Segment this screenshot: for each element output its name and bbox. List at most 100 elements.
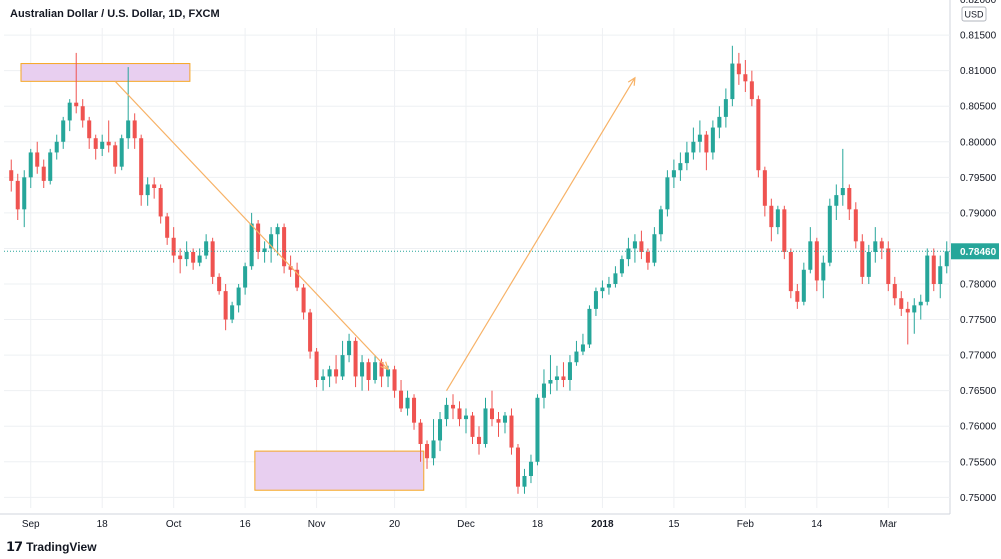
last-price-badge: 0.78460 <box>4 243 999 260</box>
candle-body <box>496 419 501 423</box>
candle <box>600 280 605 299</box>
supply-demand-zones <box>20 63 425 491</box>
candle <box>145 177 150 206</box>
candle <box>191 248 196 270</box>
candle-body <box>665 177 670 210</box>
arrow-head <box>627 76 636 86</box>
candle <box>574 340 579 366</box>
trend-arrows <box>114 76 636 391</box>
candle <box>470 412 475 444</box>
candle-body <box>522 476 527 487</box>
candle-body <box>22 177 27 210</box>
x-tick-label: Mar <box>880 519 898 530</box>
candle <box>853 202 858 249</box>
candle <box>41 159 46 188</box>
candle-body <box>795 291 800 302</box>
candle-body <box>710 127 715 153</box>
candle-body <box>126 120 131 139</box>
candle-body <box>619 259 624 274</box>
candle <box>593 287 598 316</box>
candle-body <box>431 440 436 459</box>
candle <box>431 419 436 466</box>
candle <box>892 276 897 306</box>
y-tick-label: 0.80500 <box>960 102 997 113</box>
candle-body <box>723 99 728 117</box>
y-tick-label: 0.79000 <box>960 208 997 219</box>
candle-body <box>230 305 235 320</box>
candle <box>236 284 241 313</box>
arrow-line <box>114 80 389 370</box>
candle <box>412 394 417 430</box>
candle-body <box>788 252 793 292</box>
candle <box>28 148 33 188</box>
candle <box>827 198 832 267</box>
candle-body <box>80 106 85 121</box>
candle <box>262 241 267 263</box>
candle <box>925 248 930 306</box>
x-tick-label: 14 <box>811 519 823 530</box>
candle <box>717 106 722 139</box>
candle-body <box>567 362 572 380</box>
candle-body <box>574 351 579 363</box>
candle-body <box>528 461 533 476</box>
candle-body <box>834 195 839 206</box>
candle <box>178 248 183 274</box>
candlestick-series <box>9 45 949 494</box>
candle-body <box>717 116 722 128</box>
candle <box>360 355 365 391</box>
candle-body <box>197 255 202 263</box>
candle-body <box>119 138 124 167</box>
candle <box>67 99 72 132</box>
candle <box>743 60 748 92</box>
candle <box>113 141 118 174</box>
candle-body <box>639 241 644 252</box>
candle-body <box>860 241 865 277</box>
candle <box>54 134 59 160</box>
candle <box>100 134 105 156</box>
candle <box>756 95 761 178</box>
candle <box>230 301 235 324</box>
candle-body <box>132 120 137 139</box>
candle-body <box>87 120 92 139</box>
candle-body <box>886 248 891 284</box>
x-tick-label: 2018 <box>591 519 614 530</box>
candle-body <box>847 188 852 210</box>
x-tick-label: Nov <box>308 519 326 530</box>
candle-body <box>158 188 163 217</box>
candle <box>139 134 144 206</box>
downtrend-arrow <box>114 80 389 371</box>
candle-body <box>67 102 72 121</box>
candle <box>704 131 709 171</box>
candle <box>561 362 566 388</box>
candle <box>619 255 624 277</box>
candle-body <box>314 351 319 380</box>
candle-body <box>561 376 566 380</box>
candle <box>340 340 345 380</box>
candle <box>476 426 482 455</box>
candle <box>671 159 676 188</box>
candle <box>879 237 884 260</box>
candle-body <box>165 216 170 238</box>
candle <box>509 408 514 455</box>
candle <box>74 52 79 114</box>
candle <box>554 365 559 391</box>
candle-body <box>93 138 98 149</box>
candle <box>899 291 904 316</box>
candle <box>165 212 170 245</box>
candle-body <box>548 380 553 384</box>
currency-button[interactable] <box>961 6 987 22</box>
candle <box>425 440 430 469</box>
candle <box>22 170 27 228</box>
candle-body <box>762 170 767 206</box>
candle-body <box>535 397 540 462</box>
candle <box>80 99 85 128</box>
candle <box>775 205 780 235</box>
candle-body <box>684 152 689 164</box>
candle-body <box>645 252 650 263</box>
candle-body <box>769 205 774 228</box>
candle-body <box>269 234 274 249</box>
candle <box>580 333 585 356</box>
candle-body <box>145 184 150 196</box>
candle <box>795 284 800 309</box>
